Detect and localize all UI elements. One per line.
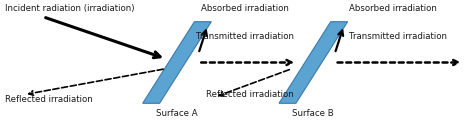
Polygon shape bbox=[143, 22, 211, 103]
Text: Surface B: Surface B bbox=[292, 109, 334, 118]
Text: Absorbed irradiation: Absorbed irradiation bbox=[201, 4, 289, 13]
Text: Absorbed irradiation: Absorbed irradiation bbox=[348, 4, 437, 13]
Text: Transmitted irradiation: Transmitted irradiation bbox=[348, 32, 447, 41]
Polygon shape bbox=[279, 22, 347, 103]
Text: Surface A: Surface A bbox=[156, 109, 198, 118]
Text: Transmitted irradiation: Transmitted irradiation bbox=[196, 32, 294, 41]
Text: Reflected irradiation: Reflected irradiation bbox=[5, 95, 93, 104]
Text: Reflected irradiation: Reflected irradiation bbox=[206, 90, 294, 99]
Text: Incident radiation (irradiation): Incident radiation (irradiation) bbox=[5, 4, 135, 13]
